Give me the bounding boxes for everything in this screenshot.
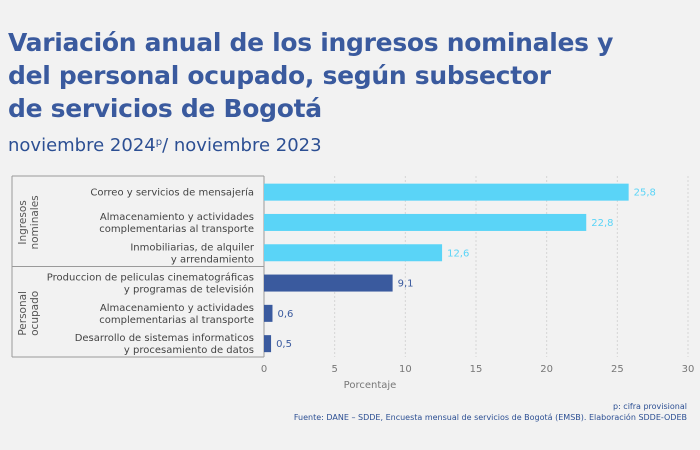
group-label-0: Ingresosnominales — [17, 195, 41, 249]
x-tick-label-15: 15 — [470, 364, 483, 375]
group-label-word-0-0: Ingresos — [17, 200, 29, 244]
source-note: Fuente: DANE – SDDE, Encuesta mensual de… — [293, 413, 687, 422]
bar-0-2 — [264, 244, 443, 262]
x-tick-label-10: 10 — [399, 364, 412, 375]
x-axis-title: Porcentaje — [344, 380, 397, 391]
bar-0-0 — [264, 183, 629, 201]
x-tick-label-30: 30 — [682, 364, 695, 375]
value-label-0-2: 12,6 — [447, 248, 469, 259]
category-label-1-0-0: Produccion de peliculas cinematográficas — [47, 272, 254, 284]
bar-1-2 — [264, 335, 272, 353]
x-tick-label-0: 0 — [261, 364, 267, 375]
value-label-1-1: 0,6 — [277, 309, 293, 320]
group-label-word-1-1: ocupado — [29, 291, 41, 336]
category-label-1-0-1: y programas de televisión — [124, 284, 254, 296]
group-label-word-1-0: Personal — [17, 291, 29, 336]
value-label-0-1: 22,8 — [591, 218, 613, 229]
subtitle-prefix: noviembre 2024 — [8, 135, 156, 156]
bar-1-0 — [264, 274, 393, 292]
title-line-1: Variación anual de los ingresos nominale… — [8, 28, 614, 57]
group-label-1: Personalocupado — [17, 291, 41, 336]
bar-chart: 25,8 Correo y servicios de mensajería 22,8… — [11, 175, 695, 391]
provisional-superscript: p — [155, 137, 163, 148]
category-label-1-1-0: Almacenamiento y actividades — [100, 303, 254, 314]
category-label-0-2-0: Inmobiliarias, de alquiler — [130, 242, 255, 253]
x-tick-label-20: 20 — [540, 364, 553, 375]
bar-1-1 — [264, 304, 273, 322]
value-label-1-0: 9,1 — [398, 279, 414, 290]
bar-0-1 — [264, 213, 587, 231]
value-label-1-2: 0,5 — [276, 339, 292, 350]
category-label-1-1-1: complementarias al transporte — [99, 315, 254, 326]
title-line-2: del personal ocupado, según subsector — [8, 61, 551, 90]
x-tick-label-5: 5 — [331, 364, 337, 375]
category-label-0-0-0: Correo y servicios de mensajería — [90, 187, 254, 199]
chart-subtitle: noviembre 2024p/ noviembre 2023 — [8, 135, 322, 156]
category-label-0-1-1: complementarias al transporte — [99, 224, 254, 235]
x-tick-label-25: 25 — [611, 364, 624, 375]
subtitle-suffix: / noviembre 2023 — [162, 135, 322, 156]
value-label-0-0: 25,8 — [634, 188, 656, 199]
chart-footer: p: cifra provisional Fuente: DANE – SDDE… — [294, 401, 687, 423]
chart-title: Variación anual de los ingresos nominale… — [8, 26, 688, 125]
category-label-0-2-1: y arrendamiento — [171, 254, 254, 265]
category-label-1-2-1: y procesamiento de datos — [124, 345, 254, 356]
group-label-word-0-1: nominales — [29, 195, 41, 249]
title-line-3: de servicios de Bogotá — [8, 94, 322, 123]
category-label-0-1-0: Almacenamiento y actividades — [100, 212, 254, 223]
category-label-1-2-0: Desarrollo de sistemas informaticos — [75, 333, 254, 344]
provisional-note: p: cifra provisional — [612, 402, 687, 411]
